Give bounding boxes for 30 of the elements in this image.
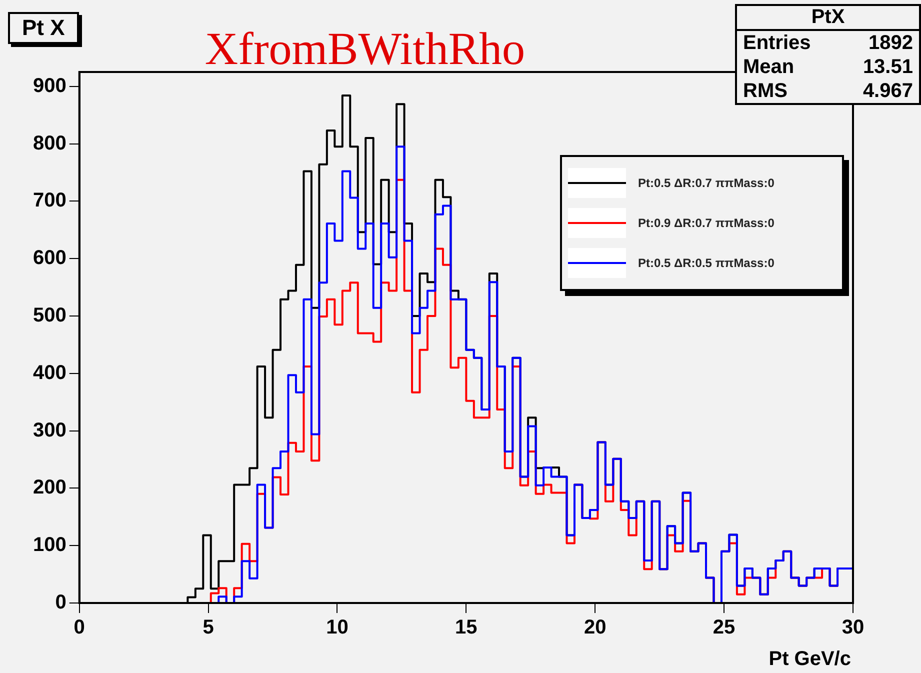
y-tick-label: 500 [32, 304, 66, 326]
text: 13.51 [862, 55, 913, 79]
legend-label: Pt:0.5 ΔR:0.7 ππMass:0 [638, 176, 774, 190]
x-tick-label: 5 [202, 616, 214, 639]
x-tick-label: 10 [326, 616, 348, 639]
text: 4.967 [862, 79, 913, 103]
y-tick-label: 700 [32, 190, 66, 212]
x-tick-label: 0 [74, 616, 85, 639]
y-tick-label: 300 [32, 419, 66, 442]
x-tick-label: 20 [584, 616, 606, 639]
annotation: Mean [743, 55, 794, 79]
text: Entries [743, 31, 811, 55]
y-tick-label: 200 [32, 476, 66, 499]
x-tick-label: 15 [455, 616, 478, 639]
chart-title: XfromBWithRho [204, 23, 526, 74]
annotation: RMS [743, 79, 788, 103]
legend-label: Pt:0.9 ΔR:0.7 ππMass:0 [638, 216, 774, 230]
text: PtX [737, 6, 919, 31]
y-tick-label: 600 [32, 247, 66, 270]
text: Pt X [8, 12, 79, 44]
x-axis-title: Pt GeV/c [768, 648, 851, 671]
text: 1892 [868, 31, 913, 55]
x-tick-label: 30 [842, 616, 864, 639]
y-tick-label: 100 [32, 534, 66, 556]
x-tick-label: 25 [712, 616, 736, 639]
legend-label: Pt:0.5 ΔR:0.5 ππMass:0 [638, 256, 774, 270]
y-tick-label: 0 [55, 592, 66, 614]
y-tick-label: 900 [32, 74, 66, 97]
y-tick-label: 400 [32, 362, 66, 384]
y-tick-label: 800 [32, 132, 66, 154]
